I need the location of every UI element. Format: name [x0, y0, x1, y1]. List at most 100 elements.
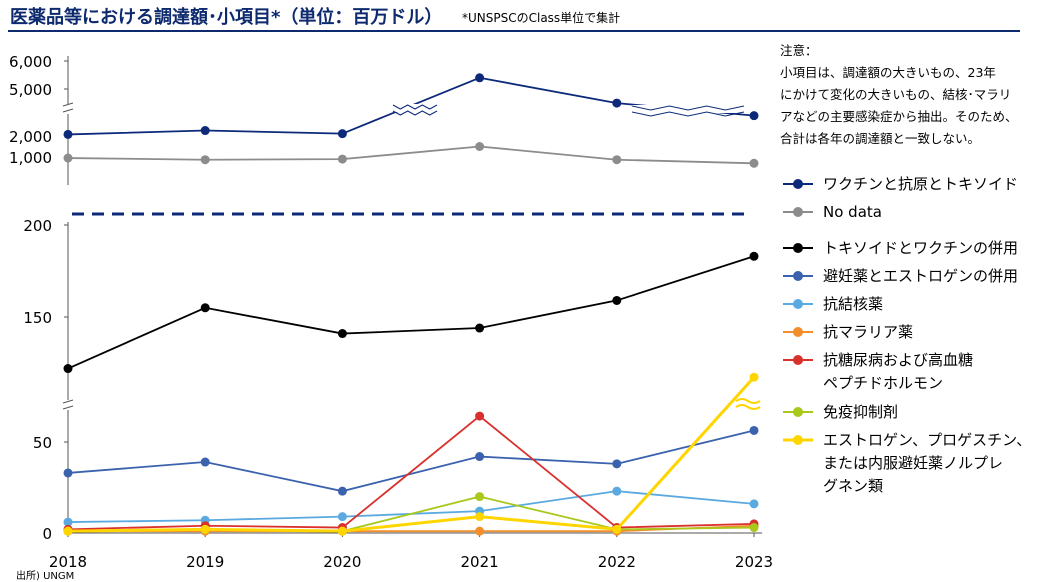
line-break-mark: [631, 105, 745, 111]
line-chart: 1,000 2,000 5,000 6,000 150 200 0 50 2018 2019 202…: [9, 53, 773, 571]
line-break-mark: [392, 104, 438, 110]
note-box: 注意： 小項目は、調達額の大きいもの、23年 にかけて変化の大きいもの、結核･マ…: [780, 40, 1030, 150]
y-tick-label: 6,000: [9, 53, 52, 71]
y-tick-label: 5,000: [9, 81, 52, 99]
data-point-3: [200, 457, 210, 467]
note-line: 小項目は、調達額の大きいもの、23年: [780, 65, 996, 80]
y-tick-label: 0: [42, 525, 52, 543]
x-tick-label: 2020: [323, 553, 361, 571]
legend-swatch-5: [783, 327, 813, 337]
data-point-8: [612, 524, 622, 534]
legend-label: 避妊薬とエストロゲンの併用: [823, 267, 1019, 285]
data-point-4: [612, 486, 622, 496]
x-tick-label: 2022: [598, 553, 636, 571]
data-point-0: [749, 111, 759, 121]
legend-label-line3: グネン類: [823, 477, 884, 495]
note-line: アなどの主要感染症から抽出。そのため、: [780, 109, 1018, 124]
series-line-1: [67, 145, 755, 165]
y-tick-label: 200: [23, 217, 52, 235]
x-tick-label: 2019: [186, 553, 224, 571]
data-point-3: [749, 425, 759, 435]
data-point-3: [475, 452, 485, 462]
legend-swatch-marker: [793, 243, 803, 253]
legend-swatch-marker: [793, 179, 803, 189]
data-point-4: [337, 512, 347, 522]
line-break-mark-mask: [736, 399, 762, 407]
data-point-0: [63, 129, 73, 139]
line-break-mark: [631, 111, 745, 117]
series-line-4: [67, 490, 755, 523]
legend-swatch-marker: [793, 407, 803, 417]
data-point-1: [612, 155, 622, 165]
line-break-mark-mask: [393, 104, 437, 112]
legend-label: トキソイドとワクチンの併用: [823, 239, 1019, 257]
line-break-mark-mask: [632, 105, 744, 113]
data-point-2: [612, 295, 622, 305]
legend-swatch-marker: [793, 355, 803, 365]
data-point-3: [337, 486, 347, 496]
x-tick-label: 2021: [461, 553, 499, 571]
note-line: にかけて変化の大きいもの、結核･マラリ: [780, 87, 1012, 102]
data-point-8: [337, 526, 347, 536]
legend-label: エストロゲン、プロゲスチン、: [823, 431, 1032, 449]
data-point-8: [200, 524, 210, 534]
legend-swatch-6: [783, 355, 813, 365]
series-line-6: [67, 414, 755, 531]
line-break-mark: [392, 110, 438, 116]
series-line-2: [67, 255, 755, 370]
legend-label: 免疫抑制剤: [823, 403, 899, 421]
x-tick-label: 2018: [49, 553, 87, 571]
data-point-7: [749, 523, 759, 533]
line-break-mark: [735, 404, 761, 410]
legend-swatch-2: [783, 243, 813, 253]
data-point-2: [337, 329, 347, 339]
legend-swatch-marker: [793, 207, 803, 217]
chart-subtitle: *UNSPSCのClass単位で集計: [462, 11, 621, 25]
legend-label-line2: または内服避妊薬ノルプレ: [823, 454, 1004, 472]
title-divider: [8, 30, 1020, 32]
legend-label: 抗結核薬: [823, 295, 884, 313]
series-line-8: [67, 376, 756, 533]
data-point-8: [475, 512, 485, 522]
data-point-0: [612, 98, 622, 108]
data-point-7: [475, 492, 485, 502]
source-note: 出所) UNGM: [16, 571, 75, 582]
data-point-0: [337, 129, 347, 139]
y-tick-label: 150: [23, 309, 52, 327]
data-point-1: [337, 154, 347, 164]
line-break-mark: [735, 398, 761, 404]
series-line-3: [67, 429, 755, 493]
legend-swatch-1: [783, 207, 813, 217]
legend-swatch-7: [783, 407, 813, 417]
legend-swatch-marker: [793, 271, 803, 281]
legend-swatch-4: [783, 299, 813, 309]
series-line-5: [68, 524, 755, 533]
legend-swatch-3: [783, 271, 813, 281]
data-point-6: [475, 411, 485, 421]
data-point-4: [749, 499, 759, 509]
data-point-4: [63, 517, 73, 527]
data-point-1: [200, 155, 210, 165]
data-point-2: [200, 303, 210, 313]
data-point-1: [475, 142, 485, 151]
data-point-1: [63, 153, 73, 163]
data-point-3: [612, 459, 622, 469]
note-line: 合計は各年の調達額と一致しない。: [780, 131, 981, 146]
legend-swatch-marker: [793, 435, 803, 445]
legend-label-line2: ペプチドホルモン: [823, 374, 944, 392]
y-tick-label: 50: [33, 434, 52, 452]
chart-title: 医薬品等における調達額･小項目*（単位：百万ドル）: [10, 7, 443, 28]
data-point-2: [749, 251, 759, 261]
y-tick-label: 1,000: [9, 149, 52, 167]
data-point-3: [63, 468, 73, 478]
y-tick-label: 2,000: [9, 128, 52, 146]
legend-swatch-marker: [793, 299, 803, 309]
data-point-5: [475, 526, 485, 536]
legend-swatch-marker: [793, 327, 803, 337]
data-point-2: [63, 364, 73, 374]
legend-label: ワクチンと抗原とトキソイド: [823, 175, 1019, 193]
data-point-2: [475, 323, 485, 333]
data-point-1: [749, 158, 759, 168]
legend-label: 抗糖尿病および高血糖: [823, 351, 974, 369]
axis-break-mark: [62, 102, 74, 113]
